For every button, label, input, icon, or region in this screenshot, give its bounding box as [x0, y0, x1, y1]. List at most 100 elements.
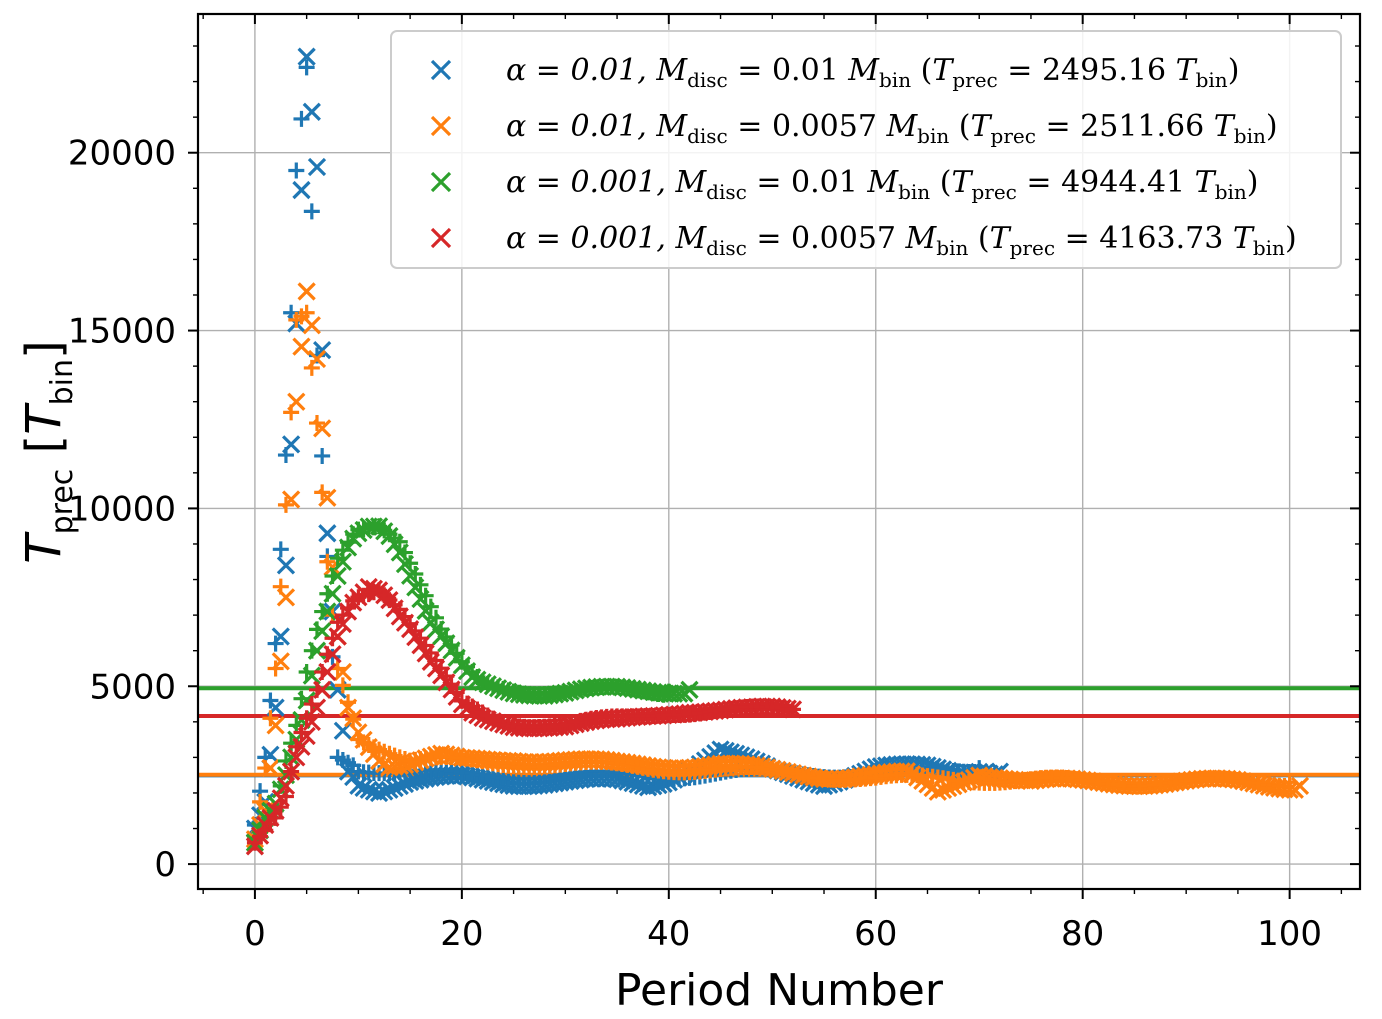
- x-marker: [711, 740, 730, 759]
- plus-marker: [298, 710, 315, 727]
- x-tick-label: 100: [1257, 914, 1322, 954]
- legend-text-part: T: [1176, 53, 1198, 88]
- x-tick-label: 20: [440, 914, 483, 954]
- legend-text-part: ): [1266, 109, 1278, 144]
- x-marker: [287, 748, 306, 767]
- x-marker: [276, 776, 296, 795]
- plus-marker: [272, 799, 289, 816]
- plus-marker: [267, 635, 284, 652]
- x-marker: [297, 47, 316, 66]
- legend-text-part: bin: [1196, 68, 1228, 92]
- x-marker: [292, 180, 311, 200]
- legend-marker: [430, 59, 452, 81]
- plot-frame: [196, 12, 1362, 891]
- plus-marker: [303, 359, 320, 376]
- plus-marker: [283, 763, 300, 780]
- plus-marker: [314, 447, 331, 464]
- plus-marker: [438, 628, 455, 645]
- plus-marker: [412, 576, 429, 593]
- plus-marker: [262, 692, 279, 709]
- plus-marker: [422, 598, 439, 615]
- plus-marker: [252, 793, 269, 810]
- data-points: [245, 47, 1310, 856]
- y-axis-label-part: [: [16, 435, 72, 469]
- legend-text-part: = 2511.66: [1036, 109, 1214, 144]
- legend-text-part: (: [911, 53, 932, 88]
- plus-marker: [277, 496, 294, 513]
- plus-marker: [438, 668, 455, 685]
- legend-text-part: ): [1285, 221, 1297, 256]
- legend-box: [390, 30, 1342, 269]
- x-marker: [318, 524, 337, 543]
- legend-text-part: (: [930, 165, 951, 200]
- plus-marker: [303, 696, 320, 713]
- plus-marker: [443, 637, 460, 654]
- legend-text-part: prec: [952, 68, 997, 92]
- plus-marker: [784, 701, 801, 718]
- plus-marker: [288, 162, 305, 179]
- legend-text-part: α = 0.001,: [506, 221, 675, 256]
- y-tick-label: 10000: [68, 489, 176, 529]
- legend-text-part: disc: [706, 180, 747, 204]
- x-tick-label: 0: [244, 914, 266, 954]
- x-marker: [302, 102, 321, 121]
- legend-text-part: α = 0.01,: [506, 53, 656, 88]
- x-tick-label: 80: [1061, 914, 1104, 954]
- legend-text-part: T: [951, 165, 973, 200]
- axes: 0 20 40 60 80 100 0 5000 10000 15000 20000 Period N…: [16, 12, 1362, 1016]
- plus-marker: [329, 550, 346, 567]
- x-marker: [369, 783, 389, 803]
- legend-entry: α = 0.001, Mdisc = 0.0057 Mbin (Tprec = …: [506, 221, 1297, 260]
- x-marker: [349, 776, 368, 795]
- legend-text-part: = 0.01: [728, 53, 849, 88]
- legend-text-part: = 0.01: [747, 165, 868, 200]
- x-marker: [354, 778, 373, 797]
- plus-marker: [324, 567, 341, 584]
- legend-text-part: = 4163.73: [1055, 221, 1233, 256]
- x-marker: [292, 337, 311, 356]
- legend-entry: α = 0.01, Mdisc = 0.01 Mbin (Tprec = 249…: [506, 53, 1239, 92]
- x-marker: [276, 556, 296, 575]
- y-axis-label-part: prec: [45, 469, 80, 535]
- legend-text-part: M: [866, 165, 899, 200]
- legend-text-part: prec: [1010, 236, 1055, 260]
- plus-marker: [319, 585, 336, 602]
- plus-marker: [308, 621, 325, 638]
- plus-marker: [272, 578, 289, 595]
- legend-text-part: disc: [706, 236, 747, 260]
- legend-text-part: (: [968, 221, 989, 256]
- legend-entry: α = 0.01, Mdisc = 0.0057 Mbin (Tprec = 2…: [506, 109, 1278, 148]
- legend-marker: [430, 171, 452, 193]
- legend-text-part: M: [885, 109, 918, 144]
- x-marker: [380, 780, 399, 799]
- plus-marker: [340, 534, 357, 551]
- legend-text-part: M: [655, 109, 688, 144]
- plus-marker: [448, 645, 465, 662]
- plus-marker: [660, 683, 677, 700]
- plus-marker: [314, 664, 331, 681]
- plus-marker: [340, 694, 357, 711]
- plus-marker: [319, 646, 336, 663]
- plus-marker: [267, 809, 284, 826]
- legend: α = 0.01, Mdisc = 0.01 Mbin (Tprec = 249…: [390, 30, 1342, 269]
- y-axis-label-part: bin: [45, 359, 80, 405]
- legend-text-part: bin: [1253, 236, 1285, 260]
- legend-text-part: prec: [991, 124, 1036, 148]
- plus-marker: [298, 664, 315, 681]
- plus-marker: [448, 684, 465, 701]
- legend-text-part: bin: [1215, 180, 1247, 204]
- plus-marker: [443, 676, 460, 693]
- legend-text-part: = 0.0057: [747, 221, 906, 256]
- legend-text-part: T: [1195, 165, 1217, 200]
- plus-marker: [293, 690, 310, 707]
- legend-text-part: α = 0.01,: [506, 109, 656, 144]
- plus-marker: [293, 110, 310, 127]
- plus-marker: [298, 304, 315, 321]
- legend-entry: α = 0.001, Mdisc = 0.01 Mbin (Tprec = 49…: [506, 165, 1259, 204]
- plus-marker: [391, 533, 408, 550]
- legend-marker: [430, 115, 452, 137]
- legend-text-part: bin: [936, 236, 968, 260]
- plus-marker: [288, 738, 305, 755]
- plus-marker: [319, 553, 336, 570]
